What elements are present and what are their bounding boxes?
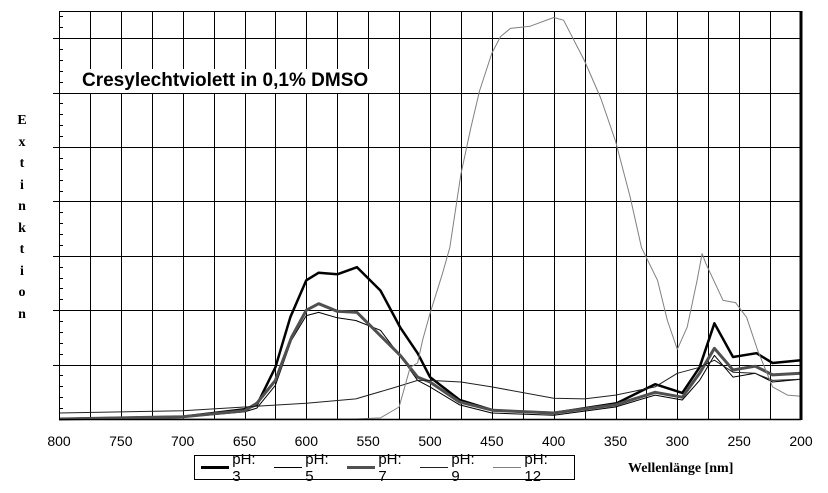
x-tick-label: 650 — [233, 433, 257, 449]
x-tick-label: 800 — [47, 433, 71, 449]
x-tick-label: 200 — [789, 433, 813, 449]
legend-item: pH: 9 — [420, 451, 485, 485]
legend-item: pH: 5 — [274, 451, 339, 485]
legend-swatch — [201, 466, 230, 469]
x-tick-label: 700 — [171, 433, 195, 449]
legend-swatch — [420, 467, 449, 468]
legend-label: pH: 12 — [524, 450, 548, 485]
y-axis-label-letter: x — [18, 134, 26, 150]
legend-swatch — [493, 467, 522, 468]
x-tick-label: 450 — [480, 433, 504, 449]
legend-label: pH: 9 — [451, 450, 475, 485]
y-axis-label-letter: k — [18, 220, 26, 236]
y-axis-label-letter: t — [19, 156, 25, 171]
x-tick-label: 350 — [604, 433, 628, 449]
legend-label: pH: 7 — [378, 450, 402, 485]
legend-item: pH: 3 — [201, 451, 266, 485]
y-axis-label-letter: i — [20, 177, 24, 193]
x-axis-label: Wellenlänge [nm] — [628, 461, 734, 476]
series-line-ph-12 — [59, 17, 802, 420]
x-tick-label: 500 — [418, 433, 442, 449]
y-axis-label-letter: E — [17, 113, 27, 128]
series-lines — [58, 17, 802, 421]
legend-swatch — [347, 466, 376, 469]
y-axis-label-letter: n — [18, 306, 26, 322]
legend-label: pH: 3 — [232, 450, 256, 485]
series-line-ph-7 — [58, 302, 802, 421]
x-tick-label: 300 — [666, 433, 690, 449]
x-tick-label: 250 — [727, 433, 751, 449]
x-tick-labels: 800 750 700 650 600 550 500 450 400 350 300 250 200 — [47, 433, 813, 449]
x-tick-label: 750 — [109, 433, 133, 449]
series-line-ph-3 — [58, 265, 802, 421]
x-tick-label: 400 — [542, 433, 566, 449]
legend-item: pH: 7 — [347, 451, 412, 485]
legend: pH: 3 pH: 5 pH: 7 pH: 9 pH: 12 — [194, 451, 575, 485]
legend-label: pH: 5 — [305, 450, 329, 485]
y-axis-label-letter: t — [19, 242, 25, 257]
series-line-ph-9 — [58, 359, 802, 414]
x-tick-label: 600 — [295, 433, 319, 449]
y-axis-label-letter: n — [18, 199, 26, 214]
x-tick-label: 550 — [356, 433, 380, 449]
axes-frame — [59, 11, 803, 421]
legend-item: pH: 12 — [493, 451, 566, 485]
chart-title: Cresylechtviolett in 0,1% DMSO — [80, 69, 371, 93]
y-axis-label-letter: o — [18, 285, 26, 300]
y-axis-label-letter: i — [20, 263, 24, 279]
series-line-ph-5 — [58, 311, 802, 420]
legend-swatch — [274, 467, 303, 468]
